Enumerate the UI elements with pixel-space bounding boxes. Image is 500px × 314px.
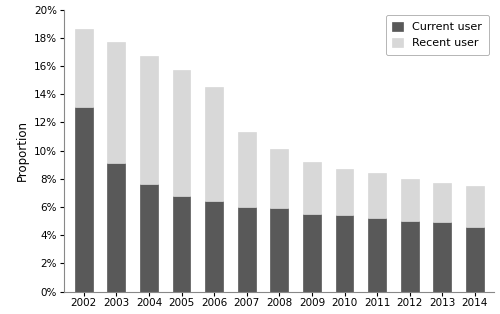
Bar xyxy=(303,214,321,291)
Bar xyxy=(172,70,190,196)
Bar xyxy=(172,196,190,291)
Bar xyxy=(466,186,484,227)
Bar xyxy=(434,183,452,222)
Bar xyxy=(400,179,418,221)
Bar xyxy=(434,222,452,291)
Bar xyxy=(238,132,256,207)
Bar xyxy=(270,149,288,208)
Bar xyxy=(336,215,353,291)
Bar xyxy=(108,42,126,163)
Bar xyxy=(270,208,288,291)
Bar xyxy=(368,173,386,218)
Bar xyxy=(108,163,126,291)
Bar xyxy=(368,218,386,291)
Y-axis label: Proportion: Proportion xyxy=(16,120,28,181)
Bar xyxy=(466,227,484,291)
Bar xyxy=(303,162,321,214)
Bar xyxy=(205,201,223,291)
Bar xyxy=(140,56,158,184)
Bar xyxy=(400,221,418,291)
Bar xyxy=(336,169,353,215)
Bar xyxy=(238,207,256,291)
Bar xyxy=(75,107,92,291)
Bar xyxy=(75,29,92,107)
Bar xyxy=(140,184,158,291)
Legend: Current user, Recent user: Current user, Recent user xyxy=(386,15,489,55)
Bar xyxy=(205,87,223,201)
